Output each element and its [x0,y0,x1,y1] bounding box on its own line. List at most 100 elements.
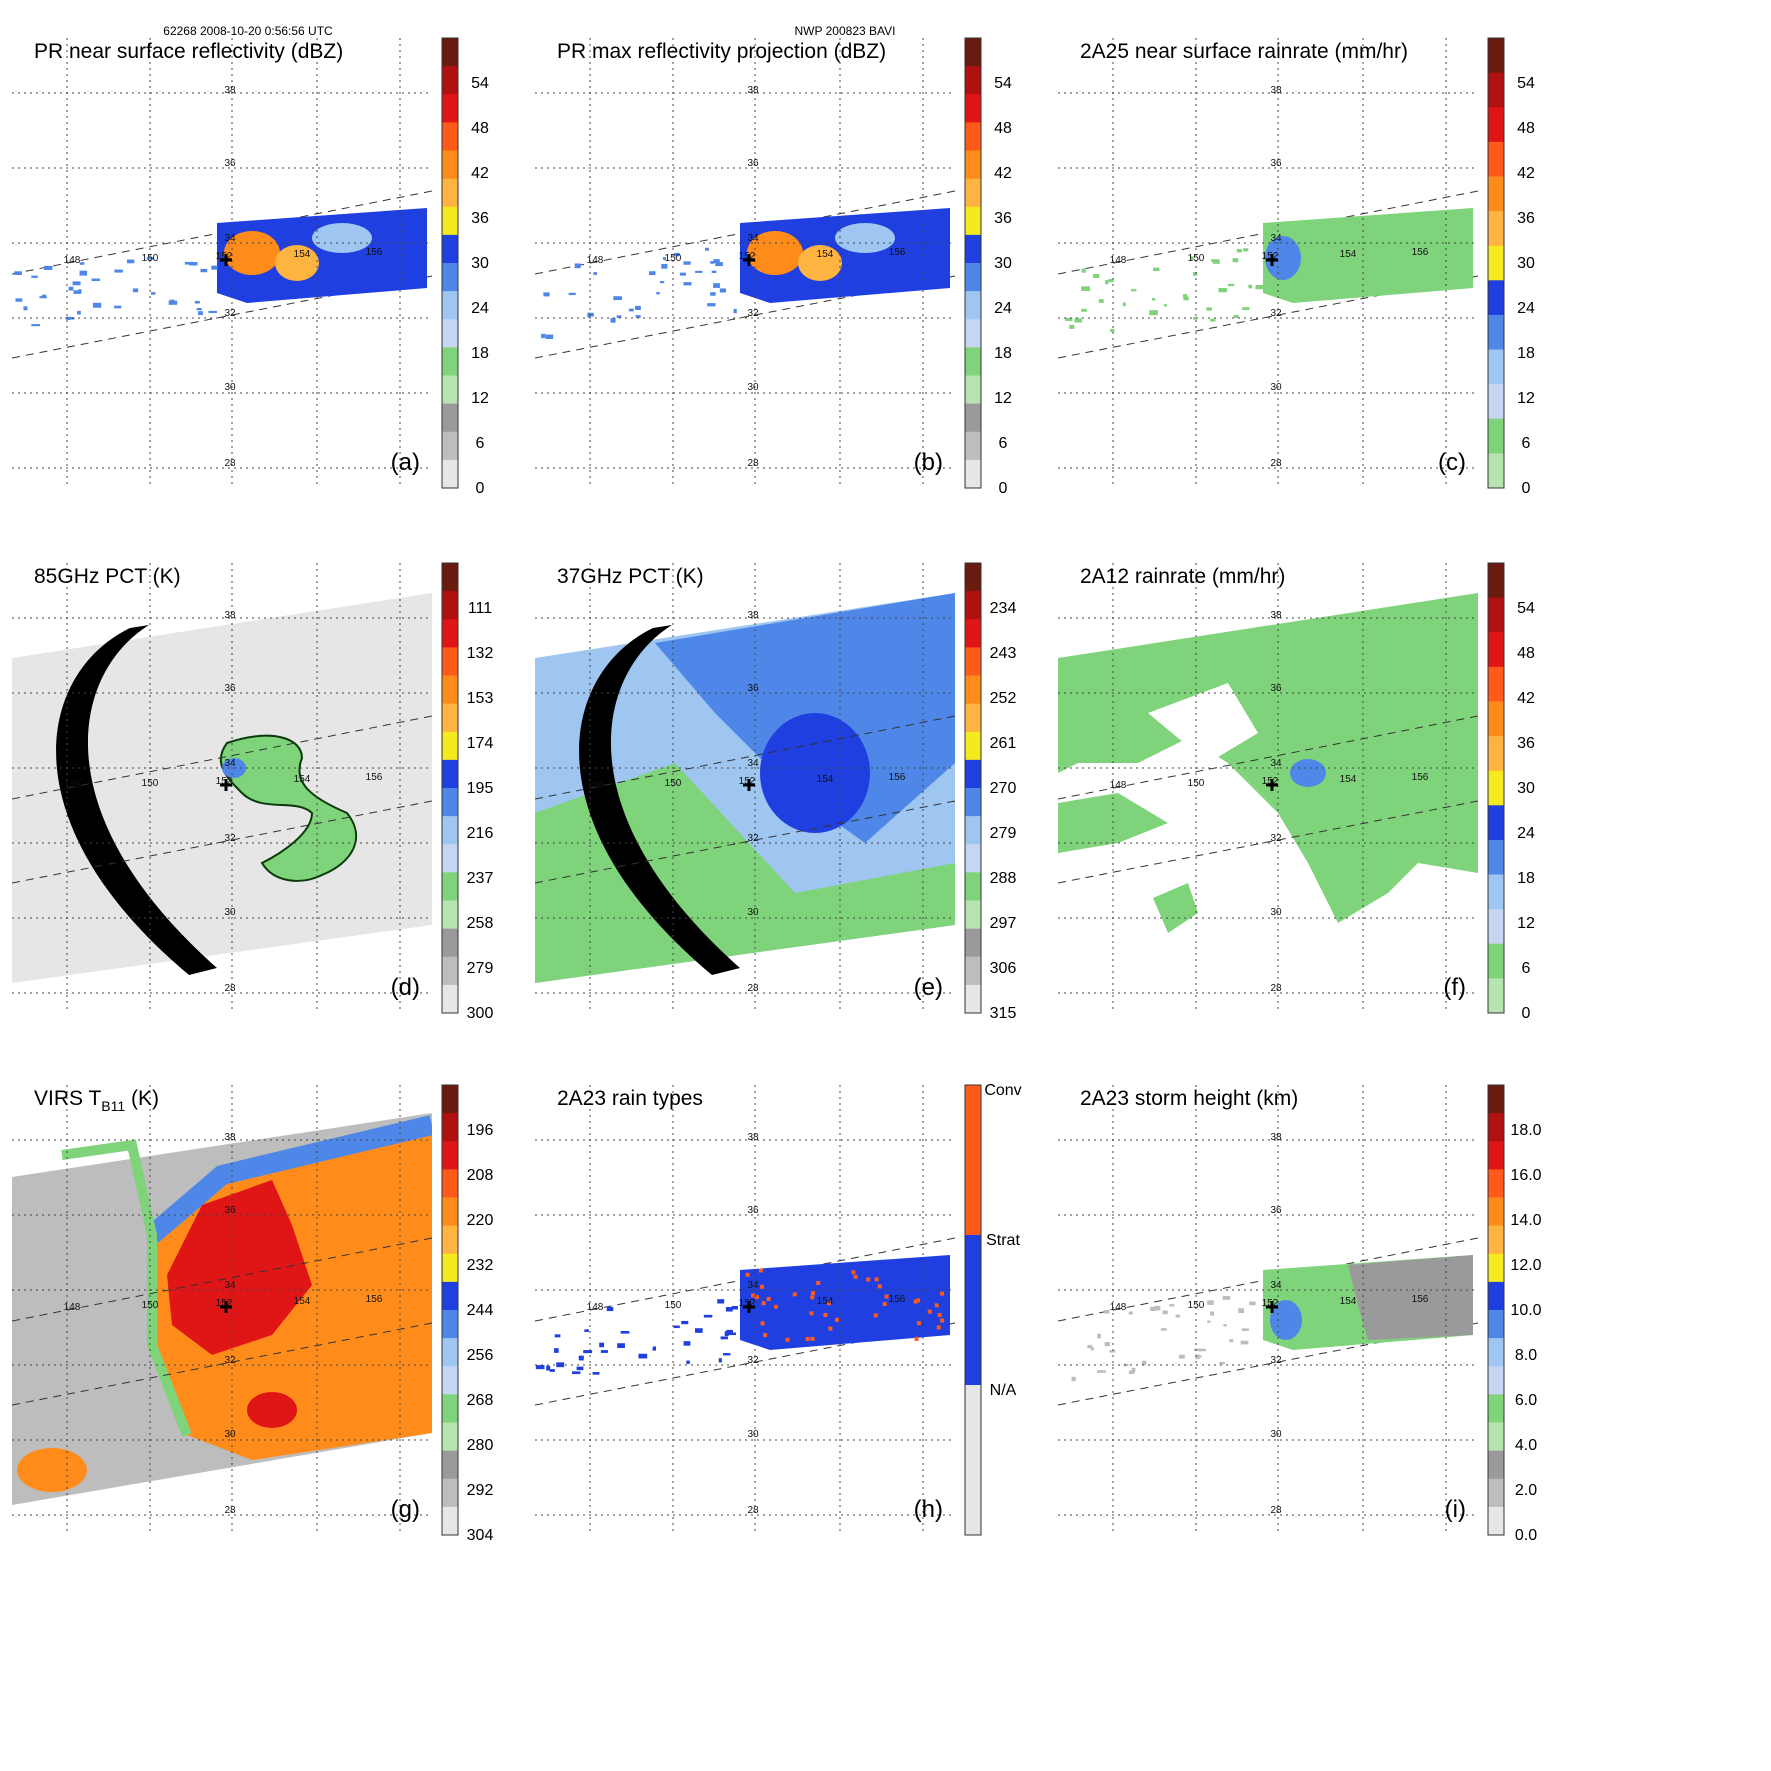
colorbar-segment [965,928,981,958]
scattered-echo [1248,284,1253,289]
colorbar-segment [1488,280,1504,316]
scattered-echo [78,289,82,292]
scattered-echo [549,1369,555,1372]
convective-pixel [866,1277,871,1282]
colorbar-segment [1488,1422,1504,1452]
scattered-echo [574,263,581,269]
lat-label: 28 [224,983,236,994]
colorbar-segment [965,591,981,620]
lat-label: 30 [224,1429,236,1440]
lat-label: 28 [224,458,236,469]
storm-height-core [1270,1300,1302,1340]
panel-tag: (h) [914,1496,943,1523]
colorbar-segment [442,1310,458,1339]
colorbar-segment [965,563,981,592]
colorbar-label: 132 [467,645,494,662]
panel-tag: (d) [391,974,420,1001]
swath-edge-north [12,715,432,800]
colorbar-segment [965,347,981,376]
lat-label: 32 [224,308,236,319]
lat-label: 28 [1270,1505,1282,1516]
colorbar-label: 12 [471,390,489,407]
lat-label: 34 [747,233,759,244]
scattered-echo [189,262,198,266]
lon-label: 154 [1340,249,1357,260]
colorbar-label: 2.0 [1515,1482,1537,1499]
colorbar-segment [442,1113,458,1142]
colorbar-segment [965,178,981,208]
colorbar-label: 48 [1517,645,1535,662]
lon-label: 148 [587,780,604,791]
colorbar-segment [442,459,458,489]
scattered-echo [1193,1348,1202,1351]
storm-center-marker [220,1301,232,1313]
convective-pixel [811,1291,816,1296]
colorbar-label: 12 [1517,390,1535,407]
swath-edge-north [12,1237,432,1322]
colorbar-segment [1488,943,1504,979]
colorbar-label: 244 [467,1302,494,1319]
convective-pixel [785,1337,790,1342]
scattered-echo [184,261,194,265]
map-area: 383634323028148150152154156158 [1058,1085,1478,1535]
lat-label: 38 [224,1132,236,1143]
scattered-echo [79,262,85,265]
scattered-echo [583,1350,593,1354]
colorbar-label: 268 [467,1392,494,1409]
scattered-echo [1093,273,1100,278]
scattered-echo [43,265,53,270]
scattered-echo [1081,286,1091,291]
colorbar-label: 42 [1517,690,1535,707]
lat-label: 30 [1270,1429,1282,1440]
scattered-echo [1081,308,1087,312]
lat-label: 34 [1270,1280,1282,1291]
scattered-echo [1227,283,1235,287]
colorbar-segment [1488,1450,1504,1480]
lat-label: 38 [747,85,759,96]
scattered-echo [1255,285,1264,290]
panels-grid: 383634323028148150152154156158PR near su… [12,37,1542,1544]
high-echo-tops [1348,1255,1473,1340]
lat-label: 36 [747,683,759,694]
colorbar-segment [442,1253,458,1283]
colorbar-segment [965,94,981,123]
colorbar-segment [442,1422,458,1452]
colorbar-label: 54 [994,75,1012,92]
colorbar-segment [1488,1310,1504,1339]
convective-pixel [745,1272,750,1277]
scattered-echo [39,296,47,299]
colorbar-segment [965,844,981,873]
scattered-echo [616,315,622,318]
colorbar-label: 288 [990,870,1017,887]
lon-label: 148 [1110,1302,1127,1313]
panel-title: 85GHz PCT (K) [34,565,181,588]
colorbar-label: 216 [467,825,494,842]
convective-pixel [809,1311,814,1316]
colorbar-segment [442,1506,458,1536]
missing-data-arc [56,625,217,975]
scattered-echo [733,308,737,314]
colorbar-segment [1488,1113,1504,1142]
scattered-echo [713,283,720,288]
scattered-echo [727,1332,737,1336]
lon-label: 154 [294,774,311,785]
scattered-echo [1206,307,1212,311]
lon-label: 152 [216,1298,233,1309]
scattered-echo [77,310,81,315]
scattered-echo [1162,1310,1168,1315]
convective-ring [219,734,358,882]
scattered-echo [1169,1303,1175,1307]
colorbar-segment [965,375,981,405]
lon-label: 156 [366,772,383,783]
colorbar-segment [1488,839,1504,876]
colorbar-label: 208 [467,1167,494,1184]
header-storm-id: NWP 200823 BAVI [795,24,896,38]
convective-pixel [913,1299,918,1304]
scattered-echo [1150,1306,1156,1312]
cold-top [167,1180,312,1355]
scattered-echo [194,300,200,304]
panel-g: 383634323028148150152154156158VIRS TB11 … [12,1084,494,1544]
storm-center-marker [743,254,755,266]
colorbar-label: 54 [1517,600,1535,617]
colorbar-label: 30 [1517,255,1535,272]
